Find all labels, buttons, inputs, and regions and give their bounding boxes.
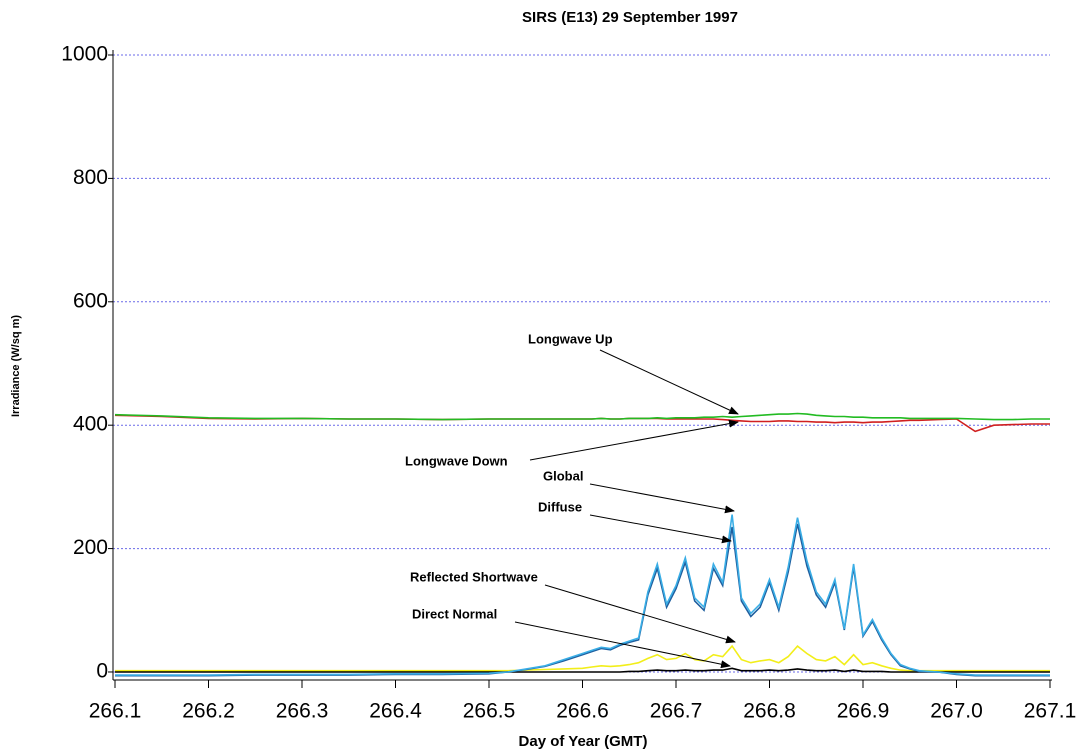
y-tick-label: 200: [73, 536, 108, 559]
x-tick-label: 266.2: [182, 700, 235, 723]
x-axis-label: Day of Year (GMT): [519, 733, 648, 750]
x-tick-label: 267.0: [930, 700, 983, 723]
y-tick-label: 600: [73, 289, 108, 312]
series-line: [115, 644, 1050, 672]
annotation: Global: [543, 468, 583, 483]
annotation: Longwave Up: [528, 331, 613, 346]
x-tick-label: 266.4: [369, 700, 422, 723]
annotation-arrow: [544, 584, 736, 644]
annotation: Diffuse: [538, 499, 582, 514]
annotation-arrow: [589, 514, 732, 544]
series-line: [115, 667, 1050, 673]
x-tick-label: 266.1: [89, 700, 142, 723]
grid: [113, 54, 1050, 673]
x-tick-label: 266.6: [556, 700, 609, 723]
x-tick-label: 266.8: [743, 700, 796, 723]
y-tick-label: 800: [73, 166, 108, 189]
annotation: Direct Normal: [412, 606, 497, 621]
annotations: Longwave Up Longwave Down Global Diffuse Ref…: [405, 331, 739, 669]
annotation: Longwave Down: [405, 453, 508, 468]
x-tick-label: 266.7: [650, 700, 703, 723]
y-tick-label: 1000: [61, 43, 108, 66]
x-tick-label: 266.9: [837, 700, 890, 723]
series-line: [115, 514, 1050, 676]
x-tick-label: 267.1: [1024, 700, 1077, 723]
x-tick-label: 266.5: [463, 700, 516, 723]
x-tick-label: 266.3: [276, 700, 329, 723]
annotation-arrow: [514, 621, 731, 669]
annotation-arrow: [589, 483, 735, 514]
plot: [114, 412, 1050, 677]
y-tick-label: 0: [96, 660, 108, 683]
chart-title: SIRS (E13) 29 September 1997: [522, 9, 738, 26]
y-axis-label: Irradiance (W/sq m): [10, 315, 22, 417]
y-tick-label: 400: [73, 413, 108, 436]
annotation-arrow: [599, 349, 739, 415]
annotation-arrow: [529, 419, 739, 461]
series-line: [114, 412, 1050, 421]
annotation: Reflected Shortwave: [410, 569, 538, 584]
